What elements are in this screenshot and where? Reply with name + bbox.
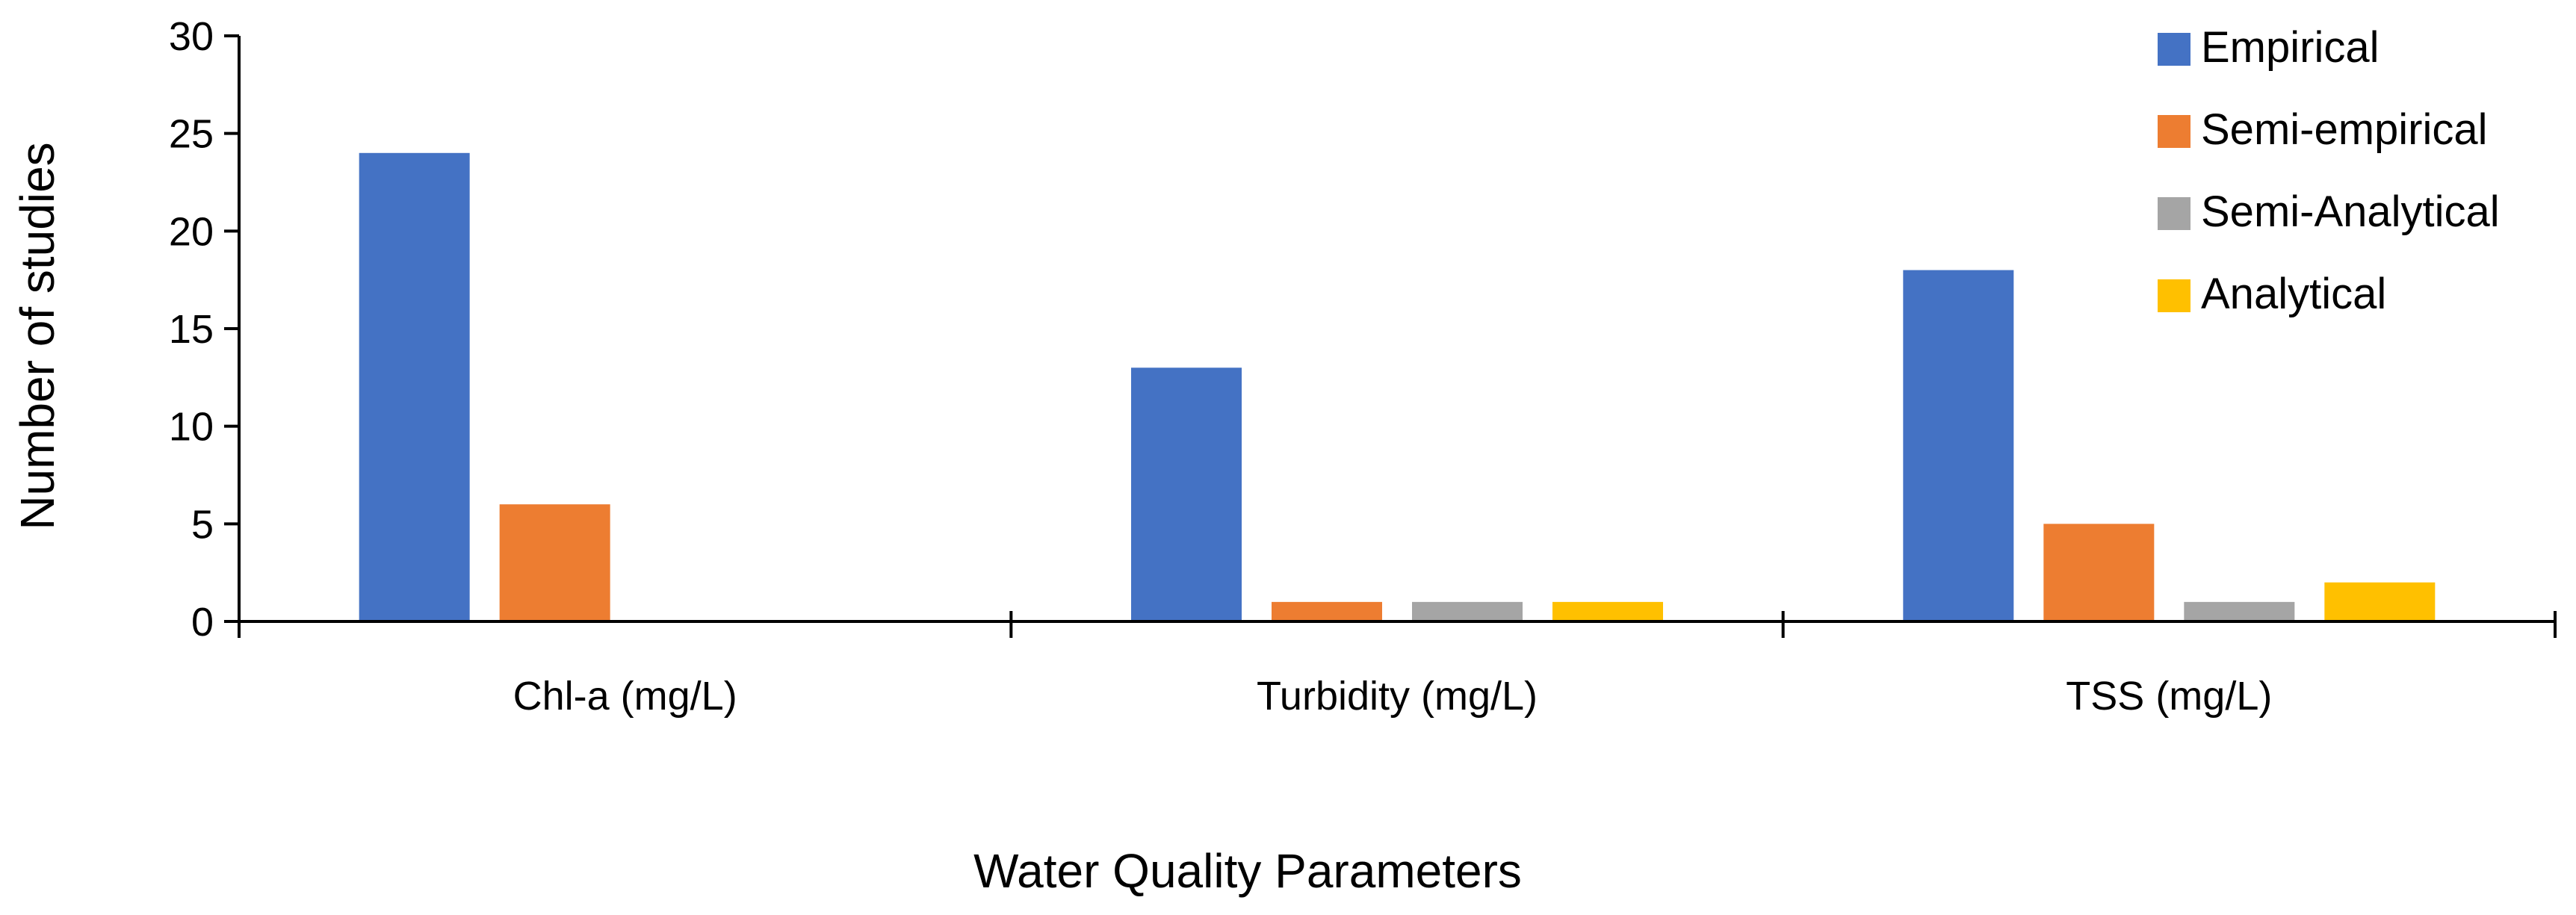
legend-label: Semi-Analytical [2201, 187, 2500, 236]
y-tick-label: 30 [169, 14, 214, 59]
bar-empirical-2 [1131, 367, 1242, 621]
legend-swatch [2158, 197, 2190, 230]
bar-analytical-3 [2324, 582, 2436, 621]
y-tick-label: 15 [169, 307, 214, 352]
x-category-label: TSS (mg/L) [2066, 674, 2272, 719]
y-axis-title: Number of studies [10, 142, 64, 530]
bar-empirical-1 [359, 152, 470, 622]
bars-layer [359, 152, 2436, 622]
labels-layer: 0 5 10 15 20 25 30 Chl-a (mg/L) Turbidity (mg/L)… [169, 14, 2272, 719]
bar-semi-empirical-3 [2043, 524, 2155, 621]
bar-semi-empirical-1 [499, 504, 610, 621]
legend-label: Semi-empirical [2201, 105, 2488, 154]
y-tick-label: 25 [169, 112, 214, 157]
legend-swatch [2158, 33, 2190, 66]
x-category-label: Turbidity (mg/L) [1257, 674, 1538, 719]
y-tick-label: 20 [169, 209, 214, 254]
legend-label: Empirical [2201, 23, 2380, 72]
bar-semi-empirical-2 [1272, 601, 1382, 621]
bar-semi-analytical-2 [1412, 601, 1523, 621]
legend-swatch [2158, 279, 2190, 312]
legend-swatch [2158, 115, 2190, 148]
y-tick-label: 5 [191, 502, 214, 547]
ticks-layer [224, 34, 2557, 638]
legend: Empirical Semi-empirical Semi-Analytical An… [2158, 23, 2500, 318]
bar-analytical-2 [1552, 601, 1663, 621]
x-category-label: Chl-a (mg/L) [513, 674, 737, 719]
y-tick-label: 0 [191, 600, 214, 645]
x-axis-title: Water Quality Parameters [973, 844, 1522, 898]
y-tick-label: 10 [169, 405, 214, 450]
legend-label: Analytical [2201, 270, 2386, 318]
bar-empirical-3 [1903, 270, 2014, 621]
bar-semi-analytical-3 [2184, 601, 2295, 621]
